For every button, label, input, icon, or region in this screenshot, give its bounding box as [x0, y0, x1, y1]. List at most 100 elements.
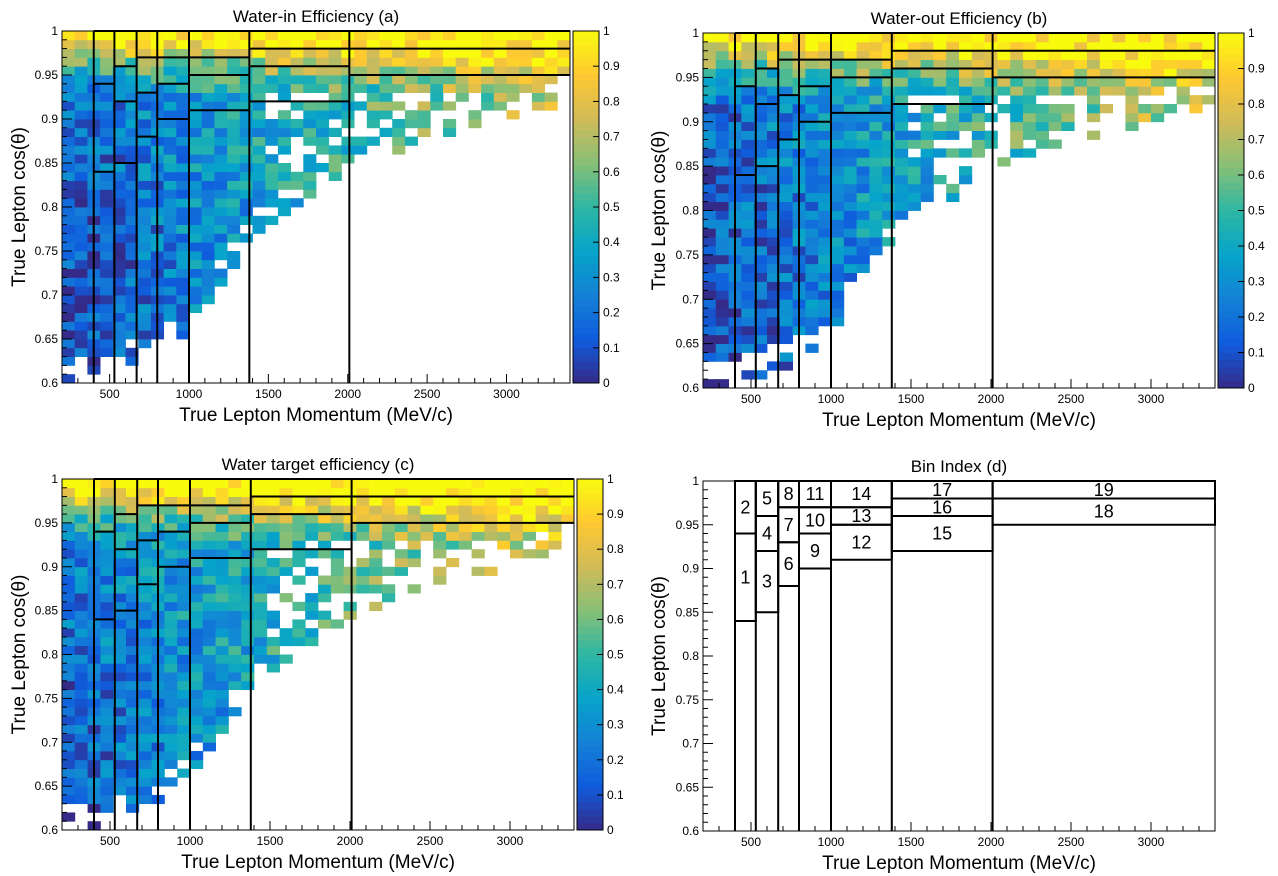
heatmap-cell [843, 210, 857, 220]
heatmap-cell [767, 50, 781, 61]
colorbar-swatch [573, 38, 599, 46]
heatmap-cell [138, 505, 152, 515]
heatmap-cell [933, 175, 947, 185]
heatmap-cell [407, 549, 421, 559]
heatmap-cell [254, 575, 268, 585]
heatmap-cell [907, 175, 921, 185]
heatmap-cell [74, 215, 88, 225]
heatmap-cell [215, 707, 229, 717]
heatmap-cell [113, 531, 127, 541]
heatmap-cell [277, 198, 291, 208]
heatmap-cell [831, 201, 845, 211]
heatmap-cell [831, 175, 845, 185]
heatmap-cell [531, 66, 545, 76]
heatmap-cell [228, 557, 242, 568]
heatmap-cell [62, 101, 76, 111]
heatmap-cell [62, 759, 76, 769]
heatmap-cell [126, 768, 140, 778]
heatmap-cell [265, 180, 279, 190]
heatmap-cell [1151, 112, 1165, 123]
heatmap-cell [74, 295, 88, 305]
heatmap-cell [946, 77, 960, 87]
heatmap-cell [176, 101, 190, 111]
heatmap-cell [856, 77, 870, 87]
heatmap-cell [1074, 41, 1088, 52]
heatmap-cell [715, 33, 729, 43]
heatmap-cell [318, 584, 332, 594]
y-tick-label: 0.9 [682, 115, 699, 129]
heatmap-cell [252, 119, 266, 129]
colorbar-swatch [577, 486, 603, 494]
heatmap-cell [1202, 95, 1216, 105]
y-tick-label: 0.95 [676, 70, 700, 84]
heatmap-cell [805, 68, 819, 78]
x-axis-label: True Lepton Momentum (MeV/c) [822, 853, 1096, 874]
colorbar-swatch [573, 59, 599, 67]
heatmap-cell [201, 145, 215, 155]
heatmap-cell [1125, 95, 1139, 105]
heatmap-cell [535, 522, 549, 533]
heatmap-cell [318, 575, 332, 585]
y-tick-label: 0.75 [676, 693, 700, 707]
heatmap-cell [303, 119, 317, 129]
heatmap-cell [305, 610, 319, 620]
heatmap-cell [100, 645, 114, 655]
heatmap-cell [1125, 33, 1139, 43]
heatmap-cell [126, 628, 140, 638]
heatmap-cell [279, 654, 293, 664]
heatmap-cell [125, 303, 139, 313]
colorbar-swatch [573, 66, 599, 74]
heatmap-cell [163, 198, 177, 208]
y-tick-label: 0.95 [35, 68, 59, 82]
heatmap-cell [497, 531, 511, 541]
y-tick-label: 0.85 [35, 156, 59, 170]
heatmap-cell [113, 636, 127, 647]
bin-label: 1 [740, 567, 750, 587]
heatmap-cell [394, 549, 408, 559]
heatmap-cell [843, 68, 857, 78]
colorbar-swatch [577, 682, 603, 691]
heatmap-cell [510, 522, 524, 533]
heatmap-cell [1023, 104, 1037, 114]
heatmap-cell [869, 210, 883, 220]
heatmap-cell [741, 104, 755, 114]
heatmap-cell [202, 531, 216, 541]
heatmap-cell [831, 246, 845, 256]
heatmap-cell [74, 654, 88, 664]
colorbar-swatch [1218, 324, 1244, 332]
heatmap-cell [455, 57, 469, 67]
colorbar-tick-label: 0 [1248, 381, 1255, 395]
heatmap-cell [343, 487, 357, 497]
heatmap-cell [176, 233, 190, 243]
heatmap-cell [754, 299, 768, 309]
colorbar-swatch [577, 710, 603, 719]
heatmap-cell [100, 110, 114, 120]
heatmap-cell [933, 130, 947, 140]
heatmap-cell [201, 268, 215, 278]
colorbar-swatch [577, 612, 603, 620]
colorbar-swatch [577, 563, 603, 571]
heatmap-cell [176, 242, 190, 252]
heatmap-cell [112, 83, 126, 93]
heatmap-cell [201, 31, 215, 41]
heatmap-cell [176, 303, 190, 313]
heatmap-cell [741, 299, 755, 309]
heatmap-cell [484, 479, 498, 489]
colorbar-swatch [1218, 331, 1244, 339]
heatmap-cell [856, 166, 870, 176]
heatmap-cell [458, 540, 472, 550]
heatmap-cell [252, 145, 266, 155]
heatmap-cell [202, 724, 216, 734]
heatmap-cell [228, 593, 242, 603]
heatmap-cell [214, 119, 228, 129]
heatmap-cell [138, 514, 152, 524]
heatmap-cell [356, 479, 370, 489]
heatmap-cell [177, 768, 191, 778]
y-tick-label: 0.8 [682, 204, 699, 218]
colorbar-tick-label: 0.2 [1248, 310, 1265, 324]
heatmap-cell [74, 680, 88, 690]
heatmap-cell [1125, 77, 1139, 87]
heatmap-cell [856, 148, 870, 158]
heatmap-cell [100, 119, 114, 129]
heatmap-cell [394, 487, 408, 497]
